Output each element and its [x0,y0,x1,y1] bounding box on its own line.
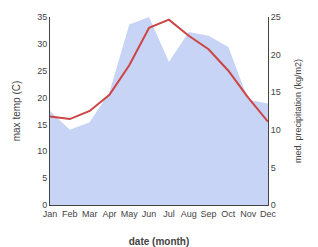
svg-text:25: 25 [271,12,281,22]
svg-text:20: 20 [271,50,281,60]
svg-text:med. precipitation (kg/m2): med. precipitation (kg/m2) [293,59,303,163]
svg-text:max temp (C): max temp (C) [11,81,22,142]
svg-text:10: 10 [271,125,281,135]
svg-text:5: 5 [271,163,276,173]
svg-text:Sep: Sep [201,209,217,219]
svg-text:Oct: Oct [221,209,236,219]
svg-text:Jan: Jan [43,209,58,219]
svg-text:Nov: Nov [240,209,257,219]
svg-text:Aug: Aug [181,209,197,219]
svg-text:30: 30 [37,39,47,49]
svg-text:Apr: Apr [102,209,116,219]
svg-text:Mar: Mar [82,209,98,219]
svg-text:Feb: Feb [62,209,78,219]
svg-text:15: 15 [271,87,281,97]
svg-text:25: 25 [37,66,47,76]
svg-text:Dec: Dec [260,209,277,219]
svg-text:35: 35 [37,12,47,22]
svg-text:date (month): date (month) [129,236,190,247]
svg-text:Jul: Jul [163,209,175,219]
svg-text:0: 0 [271,200,276,210]
svg-text:May: May [121,209,139,219]
svg-text:5: 5 [42,173,47,183]
svg-text:10: 10 [37,146,47,156]
svg-text:15: 15 [37,120,47,130]
svg-text:20: 20 [37,93,47,103]
svg-text:0: 0 [42,200,47,210]
svg-text:Jun: Jun [142,209,157,219]
